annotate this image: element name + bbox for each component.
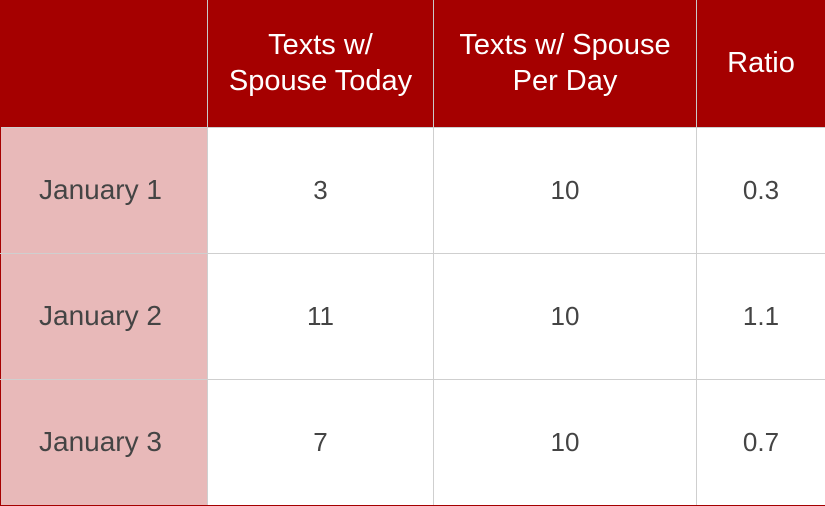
header-cell-texts-per-day: Texts w/ Spouse Per Day: [433, 0, 697, 127]
header-cell-ratio: Ratio: [696, 0, 825, 127]
row-header-cell: January 1: [0, 126, 208, 254]
table-row: January 3 7 10 0.7: [0, 378, 825, 506]
header-row: Texts w/ Spouse Today Texts w/ Spouse Pe…: [0, 0, 825, 127]
header-line: Per Day: [512, 65, 618, 98]
header-cell-texts-today: Texts w/ Spouse Today: [207, 0, 434, 127]
texts-today-cell: 7: [207, 378, 434, 506]
row-header-cell: January 2: [0, 252, 208, 380]
texts-per-day-cell: 10: [433, 252, 697, 380]
texts-today-cell: 11: [207, 252, 434, 380]
header-line: Ratio: [727, 47, 795, 80]
header-line: Texts w/ Spouse: [459, 29, 671, 62]
texts-per-day-cell: 10: [433, 378, 697, 506]
header-line: Spouse Today: [228, 65, 413, 98]
texts-per-day-cell: 10: [433, 126, 697, 254]
ratio-cell: 0.3: [696, 126, 825, 254]
texts-today-cell: 3: [207, 126, 434, 254]
table-row: January 1 3 10 0.3: [0, 126, 825, 254]
row-header-cell: January 3: [0, 378, 208, 506]
header-line: Texts w/: [268, 29, 373, 62]
ratio-cell: 0.7: [696, 378, 825, 506]
ratio-cell: 1.1: [696, 252, 825, 380]
table-row: January 2 11 10 1.1: [0, 252, 825, 380]
header-corner-cell: [0, 0, 208, 127]
